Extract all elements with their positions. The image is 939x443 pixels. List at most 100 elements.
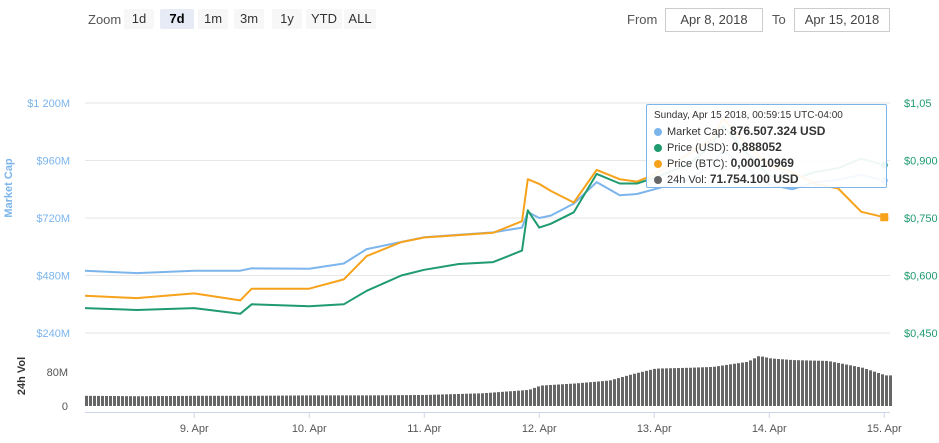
volume-bar bbox=[105, 395, 108, 406]
volume-bar bbox=[93, 395, 96, 406]
volume-bar bbox=[745, 361, 748, 406]
volume-bar bbox=[409, 395, 412, 406]
y-left-tick-label: $1 200M bbox=[27, 98, 70, 110]
volume-bar bbox=[221, 395, 224, 406]
volume-bar bbox=[193, 395, 196, 406]
volume-bar bbox=[185, 395, 188, 406]
volume-bar bbox=[773, 358, 776, 406]
volume-bar bbox=[833, 362, 836, 406]
volume-bar bbox=[513, 390, 516, 406]
volume-bar bbox=[169, 395, 172, 406]
volume-bar bbox=[521, 390, 524, 406]
volume-bar bbox=[225, 395, 228, 406]
volume-bar bbox=[713, 366, 716, 406]
volume-bar bbox=[533, 387, 536, 406]
volume-bar bbox=[617, 378, 620, 406]
zoom-button-3m[interactable]: 3m bbox=[234, 9, 264, 29]
volume-bar bbox=[365, 395, 368, 406]
from-date-input[interactable]: Apr 8, 2018 bbox=[665, 8, 763, 32]
zoom-button-1y[interactable]: 1y bbox=[272, 9, 302, 29]
y-left-tick-label: $480M bbox=[36, 271, 70, 283]
volume-bar bbox=[545, 385, 548, 406]
volume-bar bbox=[609, 380, 612, 406]
zoom-button-ytd[interactable]: YTD bbox=[306, 9, 342, 29]
volume-bar bbox=[885, 375, 888, 406]
volume-bar bbox=[585, 382, 588, 406]
volume-bar bbox=[393, 395, 396, 406]
volume-bar bbox=[397, 395, 400, 406]
volume-bar bbox=[117, 396, 120, 406]
volume-bar bbox=[345, 395, 348, 406]
volume-bar bbox=[729, 364, 732, 406]
volume-bar bbox=[253, 395, 256, 406]
volume-bar bbox=[681, 367, 684, 406]
volume-bar bbox=[257, 395, 260, 406]
tooltip-header: Sunday, Apr 15 2018, 00:59:15 UTC-04:00 bbox=[654, 110, 843, 121]
to-date-input[interactable]: Apr 15, 2018 bbox=[794, 8, 890, 32]
volume-bar bbox=[485, 393, 488, 406]
tooltip-label: Price (BTC): bbox=[667, 158, 728, 170]
volume-bar bbox=[141, 396, 144, 406]
volume-bar bbox=[369, 395, 372, 406]
volume-bar bbox=[285, 395, 288, 406]
volume-bar bbox=[337, 395, 340, 406]
volume-bar bbox=[797, 360, 800, 406]
tooltip-label: Market Cap: bbox=[667, 126, 727, 138]
volume-bar bbox=[505, 391, 508, 406]
volume-bar bbox=[741, 362, 744, 406]
volume-bar bbox=[217, 395, 220, 406]
volume-bar bbox=[261, 395, 264, 406]
zoom-button-7d[interactable]: 7d bbox=[160, 9, 194, 29]
volume-bar bbox=[309, 395, 312, 406]
volume-bar bbox=[297, 395, 300, 406]
y-left-axis-title: Market Cap bbox=[3, 158, 15, 218]
volume-bar bbox=[809, 360, 812, 406]
volume-bar bbox=[161, 396, 164, 406]
y-right-tick-label: $0,450 bbox=[904, 328, 938, 340]
volume-bar bbox=[785, 359, 788, 406]
volume-bar bbox=[645, 370, 648, 406]
volume-bar bbox=[777, 358, 780, 406]
volume-bar bbox=[557, 384, 560, 406]
volume-bar bbox=[373, 395, 376, 406]
volume-axis-title: 24h Vol bbox=[16, 357, 28, 395]
volume-bar bbox=[413, 395, 416, 406]
zoom-button-all[interactable]: ALL bbox=[344, 9, 376, 29]
tooltip-value: 0,888052 bbox=[731, 140, 782, 154]
volume-bar bbox=[149, 396, 152, 406]
zoom-button-1d[interactable]: 1d bbox=[124, 9, 154, 29]
volume-bar bbox=[477, 393, 480, 406]
volume-bar bbox=[277, 395, 280, 406]
x-tick-label: 11. Apr bbox=[407, 423, 441, 435]
volume-bar bbox=[541, 385, 544, 406]
volume-bar bbox=[709, 367, 712, 406]
volume-bar bbox=[857, 366, 860, 406]
zoom-button-1m[interactable]: 1m bbox=[198, 9, 228, 29]
y-right-tick-label: $1,05 bbox=[904, 98, 932, 110]
volume-bar bbox=[661, 368, 664, 406]
volume-bar bbox=[249, 395, 252, 406]
volume-bar bbox=[625, 375, 628, 406]
volume-bar bbox=[305, 395, 308, 406]
volume-bar bbox=[449, 394, 452, 406]
tooltip-label: 24h Vol: bbox=[667, 174, 707, 186]
volume-bar bbox=[209, 395, 212, 406]
volume-bar bbox=[529, 389, 532, 406]
price-btc-marker bbox=[880, 213, 889, 222]
volume-bar bbox=[549, 384, 552, 406]
volume-bar bbox=[789, 359, 792, 406]
y-right-tick-label: $0,750 bbox=[904, 213, 938, 225]
volume-bar bbox=[597, 381, 600, 406]
volume-bar bbox=[873, 371, 876, 406]
volume-bar bbox=[457, 393, 460, 406]
volume-bar bbox=[317, 395, 320, 406]
volume-bar bbox=[405, 395, 408, 406]
volume-bar bbox=[641, 371, 644, 406]
tooltip-row-price-usd: Price (USD): 0,888052 bbox=[654, 139, 879, 155]
volume-bar bbox=[233, 395, 236, 406]
volume-bar bbox=[753, 358, 756, 406]
volume-bar bbox=[437, 394, 440, 406]
volume-bar bbox=[721, 365, 724, 406]
volume-bar bbox=[469, 393, 472, 406]
volume-bar bbox=[433, 394, 436, 406]
